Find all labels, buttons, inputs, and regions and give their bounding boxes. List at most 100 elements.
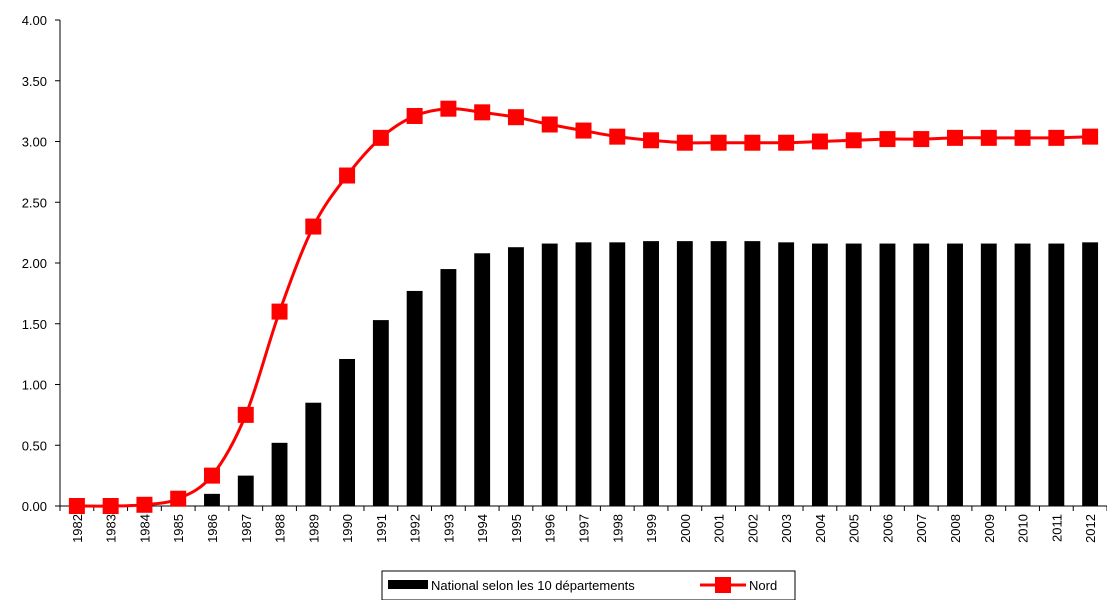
y-tick-label: 0.50 bbox=[22, 438, 47, 453]
bar bbox=[305, 402, 322, 506]
bar bbox=[643, 241, 659, 506]
x-tick-label: 2012 bbox=[1083, 514, 1098, 543]
line-marker-nord bbox=[102, 498, 119, 514]
x-tick-label: 2005 bbox=[847, 514, 862, 543]
line-marker-nord bbox=[879, 131, 896, 148]
x-tick-label: 2007 bbox=[914, 514, 929, 543]
bar bbox=[541, 243, 558, 506]
bar bbox=[879, 243, 896, 506]
bar bbox=[1014, 243, 1031, 506]
line-marker-nord bbox=[1048, 129, 1065, 146]
y-axis: 0.00 0.50 1.00 1.50 2.00 2.50 3.00 3.50 4.00 bbox=[22, 13, 61, 514]
bar bbox=[406, 290, 423, 506]
bar bbox=[237, 475, 254, 506]
line-marker-nord bbox=[609, 128, 626, 145]
line-marker-nord bbox=[575, 122, 592, 139]
bar bbox=[204, 493, 220, 506]
bar bbox=[474, 253, 491, 506]
x-tick-label: 1997 bbox=[577, 514, 592, 543]
x-axis: 1982 1983 1984 1985 1986 1987 1988 1989 1990 1991… bbox=[59, 505, 1107, 543]
x-tick-label: 2004 bbox=[813, 514, 828, 543]
y-tick-label: 3.50 bbox=[22, 74, 47, 89]
bar bbox=[811, 243, 828, 506]
bar bbox=[271, 442, 288, 506]
x-tick-label: 2008 bbox=[948, 514, 963, 543]
x-tick-label: 2003 bbox=[779, 514, 794, 543]
x-tick-label: 1999 bbox=[644, 514, 659, 543]
line-marker-nord bbox=[237, 406, 254, 423]
line-marker-nord bbox=[913, 131, 930, 148]
y-tick-label: 1.50 bbox=[22, 317, 47, 332]
line-marker-nord bbox=[1014, 129, 1031, 146]
bar bbox=[744, 241, 761, 506]
line-marker-nord bbox=[170, 490, 187, 507]
x-tick-label: 1988 bbox=[273, 514, 288, 543]
legend-box bbox=[381, 570, 796, 600]
x-tick-label: 2002 bbox=[745, 514, 760, 543]
legend-label-nord: Nord bbox=[749, 578, 777, 593]
line-marker-nord bbox=[541, 116, 558, 133]
line-marker-nord bbox=[710, 134, 727, 151]
x-tick-label: 1989 bbox=[306, 514, 321, 543]
bar bbox=[778, 242, 795, 506]
bar bbox=[339, 358, 356, 506]
legend-swatch-national bbox=[388, 580, 428, 589]
bar bbox=[372, 320, 389, 506]
bar bbox=[913, 243, 930, 506]
line-series bbox=[68, 100, 1099, 514]
x-tick-label: 1996 bbox=[543, 514, 558, 543]
line-marker-nord bbox=[1082, 128, 1099, 145]
x-tick-label: 2006 bbox=[880, 514, 895, 543]
y-tick-label: 4.00 bbox=[22, 13, 47, 28]
bar bbox=[710, 241, 727, 506]
y-tick-label: 0.00 bbox=[22, 499, 47, 514]
bar bbox=[508, 247, 524, 506]
x-tick-label: 1994 bbox=[475, 514, 490, 543]
x-tick-label: 1992 bbox=[408, 514, 423, 543]
bar bbox=[1048, 243, 1065, 506]
x-tick-label: 1985 bbox=[171, 514, 186, 543]
x-tick-label: 2001 bbox=[712, 514, 727, 543]
x-tick-label: 2011 bbox=[1049, 514, 1064, 542]
bar bbox=[440, 269, 457, 506]
line-marker-nord bbox=[811, 133, 828, 150]
x-tick-label: 1991 bbox=[374, 514, 389, 543]
x-tick-label: 1993 bbox=[441, 514, 456, 543]
line-marker-nord bbox=[778, 134, 795, 151]
line-marker-nord bbox=[339, 167, 356, 184]
x-tick-label: 2010 bbox=[1016, 514, 1031, 543]
bar bbox=[575, 242, 592, 506]
line-marker-nord bbox=[676, 134, 693, 151]
x-tick-label: 1984 bbox=[137, 514, 152, 543]
y-tick-label: 2.00 bbox=[22, 256, 47, 271]
x-tick-label: 1990 bbox=[340, 514, 355, 543]
bar bbox=[676, 241, 693, 506]
x-tick-label: 1998 bbox=[610, 514, 625, 543]
bar bbox=[1082, 242, 1099, 506]
bar bbox=[980, 243, 997, 506]
x-tick-label: 1982 bbox=[70, 514, 85, 543]
bar-series bbox=[204, 241, 1099, 506]
legend: National selon les 10 départements Nord bbox=[381, 570, 796, 600]
x-tick-label: 1983 bbox=[104, 514, 119, 543]
line-marker-nord bbox=[440, 100, 457, 117]
line-marker-nord bbox=[305, 218, 322, 235]
line-marker-nord bbox=[68, 498, 85, 514]
legend-marker-nord bbox=[715, 577, 731, 593]
bar bbox=[845, 243, 862, 506]
line-marker-nord bbox=[406, 107, 423, 124]
bar bbox=[947, 243, 963, 506]
line-marker-nord bbox=[507, 109, 524, 126]
line-marker-nord bbox=[947, 129, 964, 146]
line-marker-nord bbox=[474, 104, 491, 121]
line-marker-nord bbox=[203, 467, 220, 484]
y-tick-label: 1.00 bbox=[22, 378, 47, 393]
bar bbox=[609, 242, 626, 506]
legend-label-national: National selon les 10 départements bbox=[431, 578, 635, 593]
x-tick-label: 1986 bbox=[205, 514, 220, 543]
x-tick-label: 2000 bbox=[678, 514, 693, 543]
y-tick-label: 2.50 bbox=[22, 195, 47, 210]
line-marker-nord bbox=[845, 132, 862, 149]
line-marker-nord bbox=[643, 132, 660, 149]
